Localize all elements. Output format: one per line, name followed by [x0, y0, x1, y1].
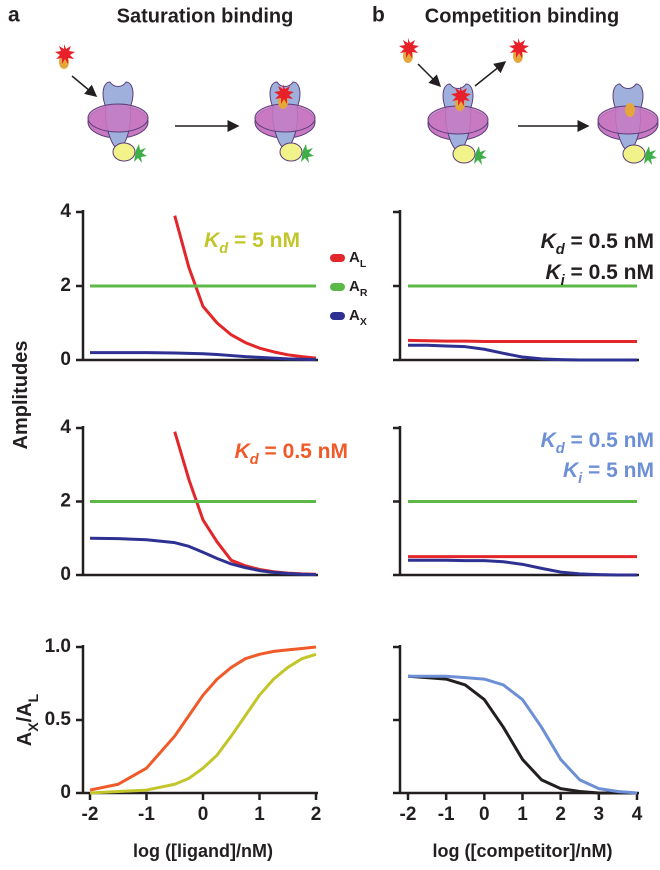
series-line [89, 536, 317, 577]
panel-label: a [8, 4, 20, 27]
x-tick-label: -2 [400, 804, 417, 825]
schematic-a [55, 44, 316, 164]
x-tick-label: 2 [311, 804, 322, 825]
annotation: Kd = 0.5 nM [235, 440, 348, 468]
x-tick-label: 2 [555, 804, 566, 825]
series-line [89, 652, 317, 795]
y-tick-label: 0 [60, 349, 71, 370]
series-line [90, 351, 317, 362]
x-tick-label: 0 [198, 804, 209, 825]
x-tick-label: 1 [254, 804, 265, 825]
series-line [408, 343, 637, 362]
chart: 0 2 4 Kd = 0.5 nM [60, 417, 348, 585]
annotation: Kd = 5 nM [204, 229, 300, 257]
y-tick-label: 2 [60, 491, 71, 512]
x-tick-label: -1 [138, 804, 155, 825]
y-tick-label: 2 [60, 275, 71, 296]
legend-swatch [330, 254, 345, 262]
annotation: Kd = 0.5 nM [541, 230, 654, 258]
y-tick-label: 0 [60, 782, 71, 803]
legend-swatch [330, 312, 345, 320]
series-line [408, 674, 638, 795]
annotation: Ki = 5 nM [563, 459, 654, 487]
y-tick-label: 4 [60, 201, 71, 222]
panel-title: Competition binding [425, 5, 619, 27]
x-tick-label: 1 [517, 804, 528, 825]
x-axis-label: log ([competitor]/nM) [433, 841, 613, 861]
x-tick-label: -1 [438, 804, 455, 825]
series-line [408, 558, 637, 577]
legend-label: AR [349, 278, 368, 299]
x-tick-label: 4 [632, 804, 643, 825]
x-tick-label: -2 [82, 804, 99, 825]
panel-title: Saturation binding [117, 5, 294, 27]
series-line [407, 338, 637, 343]
chart: -2 -1 0 1 2 3 4 log ([competitor]/nM) [393, 645, 643, 861]
legend-label: AX [349, 307, 367, 328]
y-axis-label: AX/AL [14, 693, 40, 746]
chart: 0 2 4 AL AR AX Kd = 5 nM Amplitudes [10, 201, 368, 449]
x-axis-label: log ([ligand]/nM) [133, 841, 273, 861]
series-line [89, 645, 317, 792]
chart: Kd = 0.5 nM Ki = 0.5 nM [393, 210, 654, 362]
series-line [407, 674, 637, 795]
annotation: Kd = 0.5 nM [541, 429, 654, 457]
panel-label: b [372, 4, 385, 27]
x-tick-label: 0 [479, 804, 490, 825]
annotation: Ki = 0.5 nM [545, 261, 654, 289]
y-tick-label: 4 [60, 417, 71, 438]
legend-label: AL [349, 249, 367, 270]
chart: 0 0.5 1.0 -2 -1 0 1 2 AX/AL log ([ligand]/nM) [14, 636, 321, 861]
legend-swatch [330, 283, 345, 291]
y-tick-label: 0 [60, 564, 71, 585]
y-tick-label: 0.5 [45, 709, 72, 730]
y-axis-label: Amplitudes [10, 341, 32, 450]
schematic-b [399, 38, 659, 166]
x-tick-label: 3 [594, 804, 605, 825]
series-line [173, 215, 317, 360]
y-tick-label: 1.0 [45, 636, 71, 657]
